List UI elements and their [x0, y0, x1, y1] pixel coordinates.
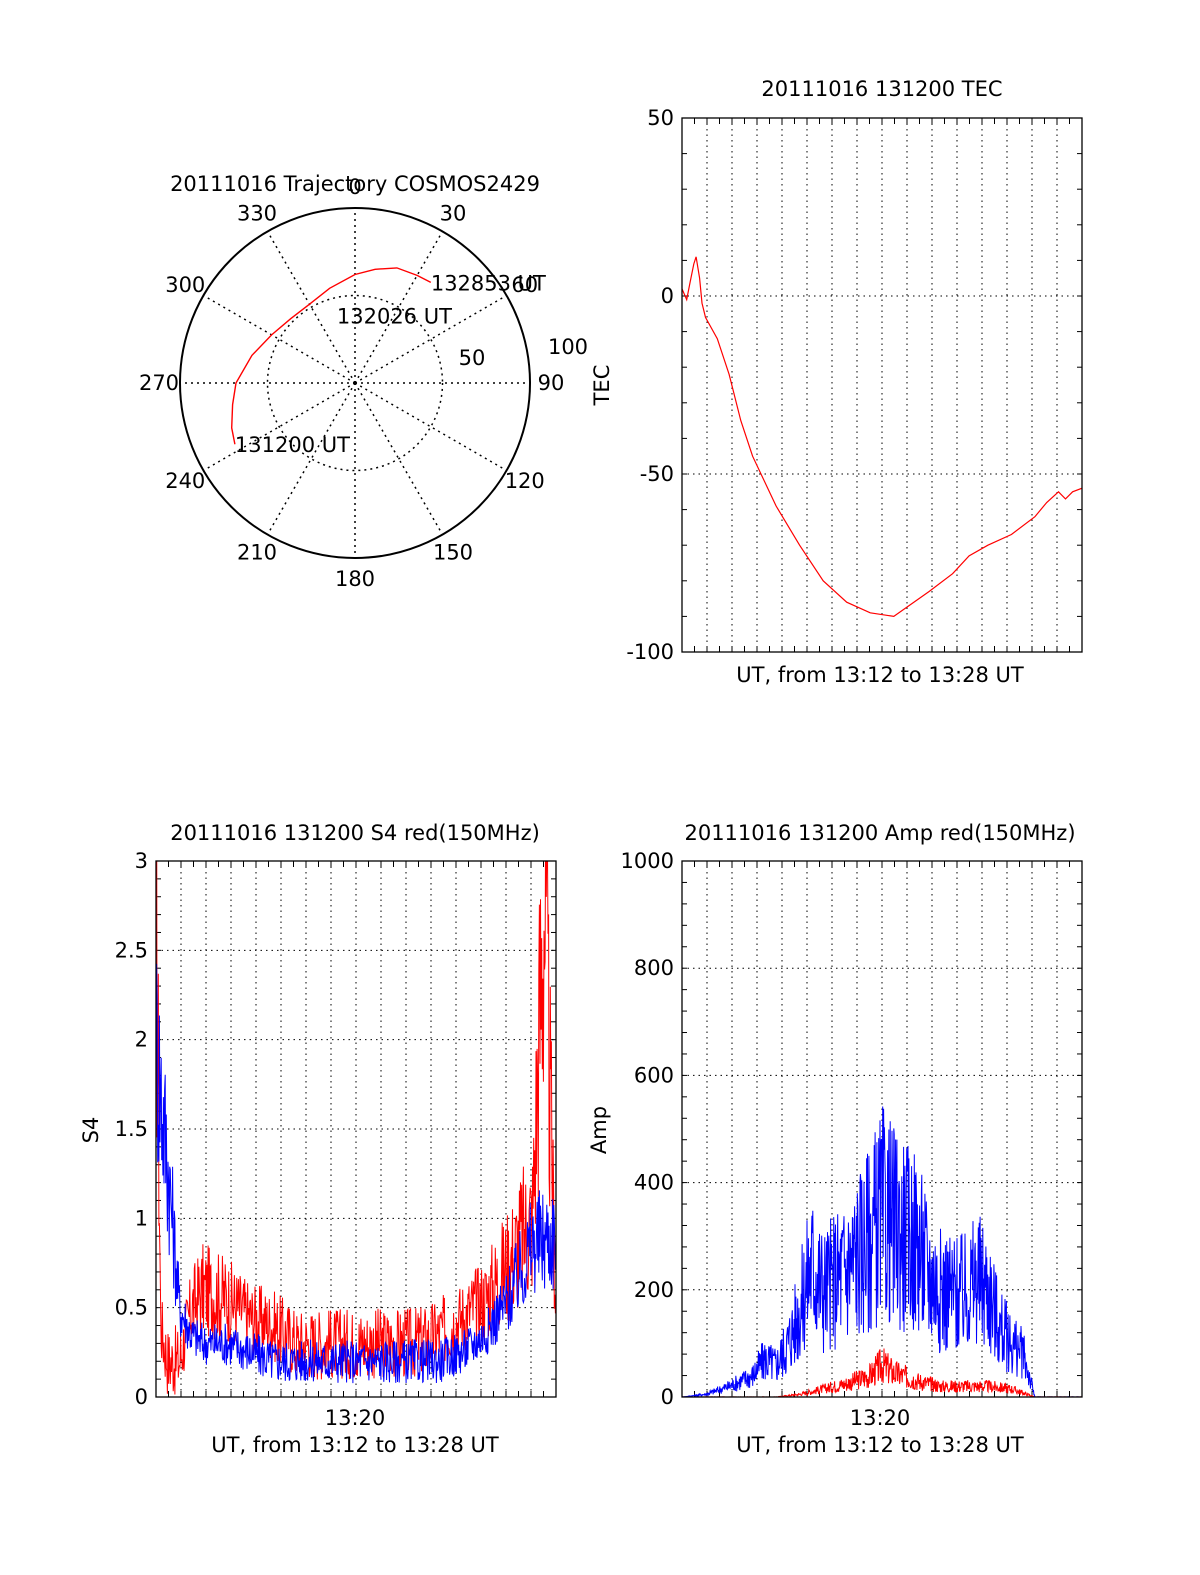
s4-chart: 20111016 131200 S4 red(150MHz) 0 0.5 1 1.5 2… — [79, 821, 557, 1457]
azimuth-tick-label: 120 — [505, 469, 545, 493]
red-series-line — [156, 861, 556, 1395]
polar-grid-ring — [266, 294, 444, 472]
trajectory-title: 20111016 Trajectory COSMOS2429 — [170, 172, 540, 196]
y-tick-label: -50 — [640, 462, 674, 486]
polar-spoke — [203, 294, 356, 384]
plot-frame — [681, 860, 1083, 1398]
s4-plot-area: 0 0.5 1 1.5 2 2.5 3 — [115, 849, 557, 1409]
trajectory-line — [230, 267, 432, 445]
s4-xlabel: UT, from 13:12 to 13:28 UT — [211, 1433, 499, 1457]
time-annotation: 132026 UT — [337, 304, 452, 328]
polar-spoke — [266, 382, 356, 535]
azimuth-tick-label: 270 — [139, 371, 179, 395]
y-tick-label: 0.5 — [115, 1296, 148, 1320]
s4-title: 20111016 131200 S4 red(150MHz) — [170, 821, 540, 845]
s4-xtick-label: 13:20 — [325, 1406, 386, 1430]
y-tick-label: 2.5 — [115, 938, 148, 962]
azimuth-tick-label: 90 — [538, 371, 565, 395]
radius-tick-label: 50 — [459, 346, 486, 370]
amp-ylabel: Amp — [587, 1106, 611, 1154]
tec-xlabel: UT, from 13:12 to 13:28 UT — [736, 663, 1024, 687]
tec-title: 20111016 131200 TEC — [761, 77, 1002, 101]
y-tick-label: 50 — [647, 106, 674, 130]
red-series-line — [682, 1348, 1082, 1397]
y-tick-label: 0 — [661, 1385, 674, 1409]
polar-grid — [180, 208, 530, 558]
y-tick-label: 1000 — [621, 849, 674, 873]
amp-chart: 20111016 131200 Amp red(150MHz) 0 200 400 6… — [587, 821, 1083, 1457]
polar-radius-labels: 50 100 — [459, 335, 588, 370]
polar-spoke — [354, 294, 507, 384]
tec-ylabel: TEC — [590, 365, 614, 407]
polar-outer-ring — [179, 207, 531, 559]
amp-xlabel: UT, from 13:12 to 13:28 UT — [736, 1433, 1024, 1457]
time-annotation: 131200 UT — [235, 433, 350, 457]
polar-spoke — [203, 382, 356, 472]
polar-spoke — [266, 231, 356, 384]
y-tick-label: 800 — [634, 956, 674, 980]
y-tick-label: 200 — [634, 1278, 674, 1302]
plot-frame — [155, 860, 557, 1398]
polar-spoke — [354, 382, 507, 472]
azimuth-tick-label: 60 — [511, 273, 538, 297]
azimuth-tick-label: 330 — [237, 201, 277, 225]
y-tick-label: 0 — [135, 1385, 148, 1409]
y-tick-label: 600 — [634, 1063, 674, 1087]
amp-plot-area: 0 200 400 600 800 1000 — [621, 849, 1083, 1409]
blue-series-line — [682, 1106, 1082, 1397]
polar-series — [230, 267, 432, 445]
tec-plot-area: 50 0 -50 -100 — [626, 106, 1083, 664]
azimuth-tick-label: 30 — [440, 201, 467, 225]
polar-azimuth-labels: 0 30 60 90 120 150 180 210 240 270 300 330 — [139, 175, 564, 591]
time-annotation: 132853 UT — [431, 271, 546, 295]
y-tick-label: -100 — [626, 640, 674, 664]
polar-spoke — [354, 382, 444, 535]
azimuth-tick-label: 0 — [348, 175, 361, 199]
azimuth-tick-label: 240 — [165, 469, 205, 493]
polar-annotations: 132853 UT 132026 UT 131200 UT — [235, 271, 546, 457]
trajectory-chart: 20111016 Trajectory COSMOS2429 0 30 60 90 12… — [139, 172, 588, 591]
azimuth-tick-label: 150 — [433, 541, 473, 565]
y-tick-label: 2 — [135, 1028, 148, 1052]
y-tick-label: 400 — [634, 1171, 674, 1195]
s4-ylabel: S4 — [79, 1117, 103, 1144]
azimuth-tick-label: 180 — [335, 567, 375, 591]
y-tick-label: 1 — [135, 1206, 148, 1230]
y-tick-label: 1.5 — [115, 1117, 148, 1141]
amp-title: 20111016 131200 Amp red(150MHz) — [684, 821, 1075, 845]
radius-tick-label: 100 — [548, 335, 588, 359]
blue-series-line — [156, 963, 556, 1384]
y-tick-label: 3 — [135, 849, 148, 873]
azimuth-tick-label: 300 — [165, 273, 205, 297]
amp-xtick-label: 13:20 — [850, 1406, 911, 1430]
plot-frame — [681, 117, 1083, 653]
red-series-line — [682, 256, 1082, 618]
y-tick-label: 0 — [661, 284, 674, 308]
tec-chart: 20111016 131200 TEC 50 0 -50 -100 TEC UT, f… — [590, 77, 1083, 687]
azimuth-tick-label: 210 — [237, 541, 277, 565]
polar-spoke — [354, 231, 444, 384]
